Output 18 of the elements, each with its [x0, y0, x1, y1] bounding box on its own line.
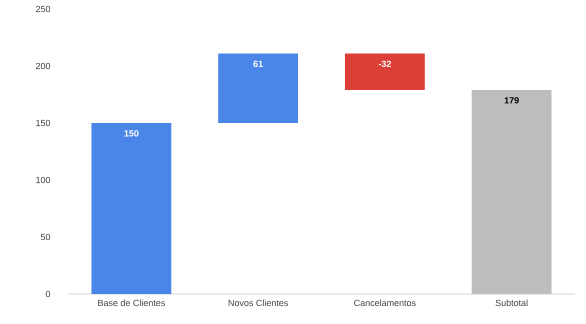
y-tick-label: 250	[36, 6, 50, 12]
y-tick-label: 200	[36, 62, 50, 70]
y-tick-label: 50	[40, 234, 50, 240]
data-label: 150	[124, 130, 138, 137]
bar	[91, 123, 172, 294]
data-label: -32	[378, 60, 391, 68]
y-tick-label: 0	[46, 290, 50, 298]
bar	[218, 53, 298, 123]
bar	[472, 90, 552, 294]
y-tick-label: 100	[36, 176, 50, 184]
x-tick-label: Base de Clientes	[98, 300, 165, 306]
x-tick-label: Subtotal	[496, 300, 528, 306]
x-tick-label: Novos Clientes	[228, 300, 288, 306]
x-tick-label: Cancelamentos	[354, 300, 416, 306]
y-tick-label: 150	[36, 120, 50, 126]
data-label: 179	[504, 97, 519, 104]
bar	[344, 53, 425, 90]
data-label: 61	[253, 60, 263, 68]
